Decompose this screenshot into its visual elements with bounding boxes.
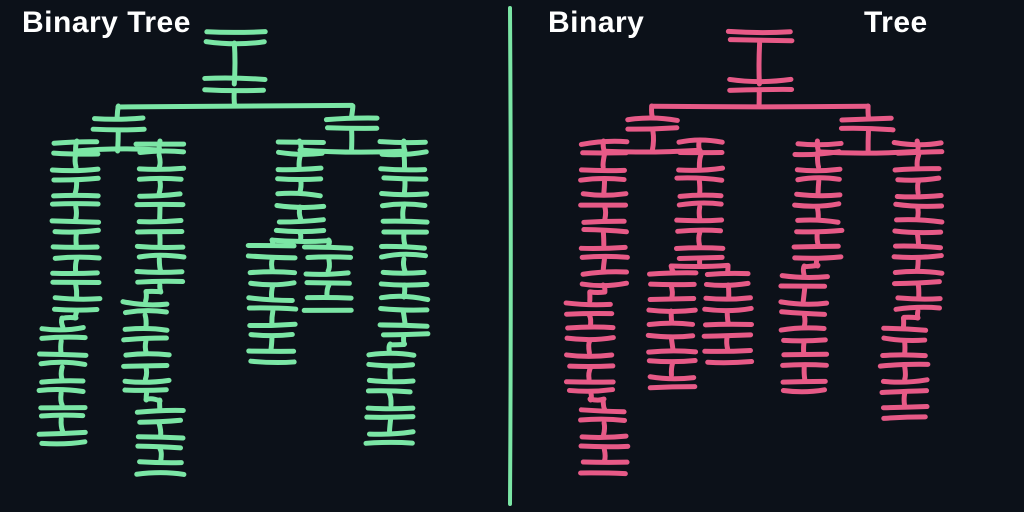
diagram-svg (0, 0, 1024, 512)
title-left: Binary Tree (22, 6, 191, 40)
diagram-stage: Binary Tree Binary Tree (0, 0, 1024, 512)
title-right-a: Binary (548, 6, 644, 40)
title-right-b: Tree (864, 6, 928, 40)
